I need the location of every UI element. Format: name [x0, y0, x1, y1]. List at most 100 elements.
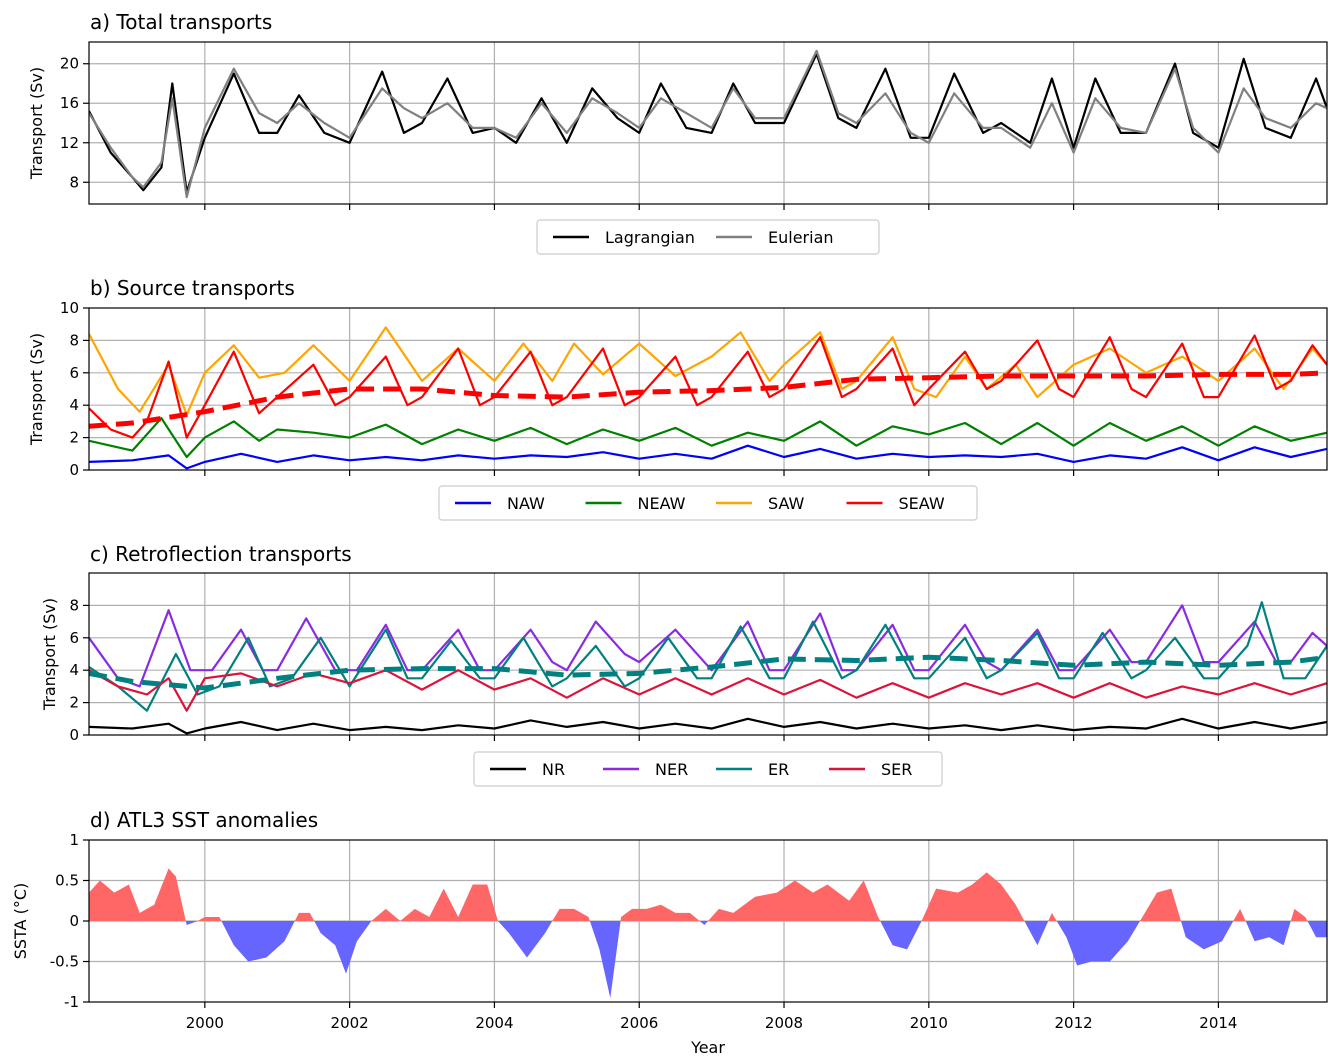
panel-c-title: c) Retroflection transports [90, 542, 352, 566]
ytick-label: -1 [64, 993, 79, 1011]
positive-anomaly-area [552, 908, 590, 921]
panel-a-grid [89, 42, 1327, 204]
panel-a-frame [88, 41, 1328, 205]
ytick-label: 0 [69, 461, 79, 479]
panel-a-xticks [204, 204, 1220, 210]
positive-anomaly-area [294, 912, 315, 921]
ytick-label: -0.5 [50, 953, 79, 971]
trend-line [89, 370, 1327, 429]
panel-a-total-transports: a) Total transports Transport (Sv) 8 12 16… [27, 10, 1328, 255]
negative-anomaly-area [589, 921, 621, 998]
panel-c-legend: NR NER ER SER [473, 751, 943, 787]
ytick-label: 1 [69, 831, 79, 849]
positive-anomaly-area [921, 872, 1025, 921]
trend-line [89, 654, 1327, 691]
ytick-label: 0.5 [55, 872, 79, 890]
legend-label: SEAW [899, 494, 945, 513]
xtick-label: 2010 [910, 1014, 948, 1032]
positive-anomaly-area [400, 884, 498, 921]
positive-anomaly-area [1233, 908, 1246, 921]
ytick-label: 2 [69, 694, 79, 712]
ytick-label: 2 [69, 429, 79, 447]
panel-d-atl3-sst-anomalies: d) ATL3 SST anomalies SSTA (°C) 1 0.5 0 -0.… [11, 808, 1328, 1032]
positive-anomaly-area [708, 880, 881, 921]
panel-b-series [89, 326, 1327, 470]
panel-d-yticks: 1 0.5 0 -0.5 -1 [50, 831, 89, 1011]
legend-label: Eulerian [768, 228, 834, 247]
seaw-line [89, 334, 1327, 439]
legend-label: SER [881, 760, 912, 779]
legend-label: NAW [507, 494, 545, 513]
xtick-label: 2004 [475, 1014, 513, 1032]
panel-c-ylabel: Transport (Sv) [40, 598, 59, 711]
negative-anomaly-area [1024, 921, 1049, 946]
negative-anomaly-area [1181, 921, 1234, 950]
eulerian-line [89, 49, 1327, 199]
ytick-label: 6 [69, 629, 79, 647]
xtick-label: 2014 [1199, 1014, 1237, 1032]
ytick-label: 10 [60, 299, 79, 317]
negative-anomaly-area [185, 921, 198, 925]
er-line [89, 601, 1327, 712]
legend-label: NR [542, 760, 565, 779]
xtick-label: 2000 [186, 1014, 224, 1032]
negative-anomaly-area [699, 921, 708, 925]
xtick-label: 2002 [331, 1014, 369, 1032]
ytick-label: 16 [60, 94, 79, 112]
x-axis-label: Year [690, 1038, 725, 1056]
neaw-line [89, 417, 1327, 459]
positive-anomaly-area [371, 908, 401, 921]
saw-line [89, 326, 1327, 416]
negative-anomaly-area [1307, 921, 1327, 938]
panel-a-title: a) Total transports [90, 10, 272, 34]
positive-anomaly-area [1290, 908, 1308, 921]
panel-b-legend: NAW NEAW SAW SEAW [438, 485, 978, 521]
positive-anomaly-area [1140, 888, 1181, 921]
ytick-label: 4 [69, 661, 79, 679]
panel-b-grid [89, 308, 1327, 470]
xtick-label: 2012 [1055, 1014, 1093, 1032]
panel-a-series [89, 49, 1327, 199]
ytick-label: 8 [69, 173, 79, 191]
panel-d-xticks: 2000 2002 2004 2006 2008 2010 2012 2014 [186, 1002, 1237, 1032]
panel-b-title: b) Source transports [90, 276, 295, 300]
legend-label: NER [655, 760, 688, 779]
panel-d-areas [89, 868, 1327, 998]
ser-line [89, 669, 1327, 712]
panel-c-frame [88, 572, 1328, 736]
panel-c-series [89, 601, 1327, 735]
panel-d-title: d) ATL3 SST anomalies [90, 808, 318, 832]
panel-d-frame [88, 839, 1328, 1003]
ytick-label: 0 [69, 726, 79, 744]
legend-label: NEAW [638, 494, 686, 513]
xtick-label: 2008 [765, 1014, 803, 1032]
ner-line [89, 604, 1327, 688]
negative-anomaly-area [498, 921, 553, 958]
lagrangian-line [89, 52, 1327, 194]
xtick-label: 2006 [620, 1014, 658, 1032]
nr-line [89, 717, 1327, 735]
ytick-label: 6 [69, 364, 79, 382]
panel-c-xticks [204, 735, 1220, 741]
ytick-label: 8 [69, 596, 79, 614]
panel-c-yticks: 0 2 4 6 8 [69, 596, 89, 744]
panel-c-retroflection-transports: c) Retroflection transports Transport (S… [40, 542, 1328, 787]
panel-c-grid [89, 573, 1327, 735]
panel-b-yticks: 0 2 4 6 8 10 [60, 299, 89, 479]
negative-anomaly-area [880, 921, 922, 950]
panel-a-legend: Lagrangian Eulerian [536, 219, 880, 255]
ytick-label: 8 [69, 331, 79, 349]
negative-anomaly-area [1056, 921, 1140, 966]
ytick-label: 20 [60, 55, 79, 73]
negative-anomaly-area [314, 921, 372, 974]
legend-label: ER [768, 760, 789, 779]
ytick-label: 12 [60, 134, 79, 152]
panel-b-ylabel: Transport (Sv) [27, 333, 46, 446]
positive-anomaly-area [197, 917, 222, 921]
negative-anomaly-area [221, 921, 295, 962]
panel-b-source-transports: b) Source transports Transport (Sv) 0 2 4 6… [27, 276, 1328, 521]
positive-anomaly-area [620, 904, 700, 921]
panel-a-yticks: 8 12 16 20 [60, 55, 89, 191]
legend-box [473, 751, 943, 787]
